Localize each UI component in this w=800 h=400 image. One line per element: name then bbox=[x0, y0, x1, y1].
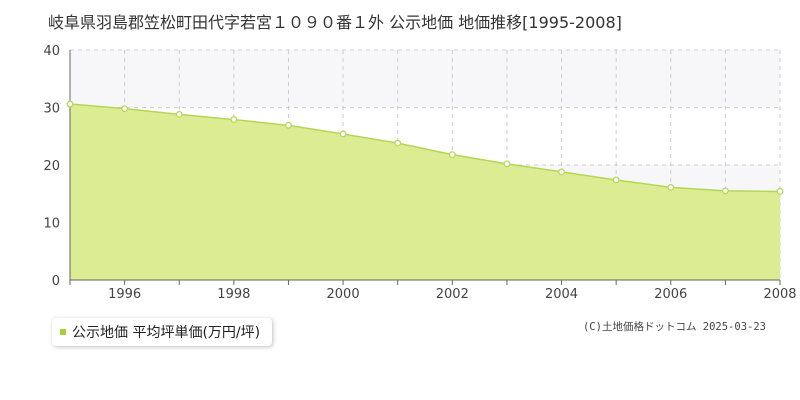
y-tick-label: 30 bbox=[43, 102, 60, 117]
chart-title: 岐阜県羽島郡笠松町田代字若宮１０９０番１外 公示地価 地価推移[1995-200… bbox=[48, 13, 622, 32]
y-tick-label: 20 bbox=[43, 159, 60, 174]
x-tick-label: 2004 bbox=[545, 287, 578, 302]
data-point bbox=[121, 105, 129, 113]
credit-text: (C)土地価格ドットコム 2025-03-23 bbox=[582, 321, 766, 333]
x-tick-label: 2008 bbox=[763, 287, 796, 302]
data-point bbox=[721, 187, 729, 195]
data-point bbox=[285, 121, 292, 129]
data-point bbox=[339, 130, 347, 138]
y-tick-label: 0 bbox=[52, 274, 60, 289]
x-tick-label: 1996 bbox=[108, 287, 141, 302]
data-point bbox=[230, 116, 238, 123]
data-point bbox=[448, 151, 456, 159]
y-tick-label: 40 bbox=[43, 44, 60, 59]
grid-band bbox=[70, 50, 780, 108]
legend-label: 公示地価 平均坪単価(万円/坪) bbox=[72, 325, 261, 341]
legend: 公示地価 平均坪単価(万円/坪) bbox=[52, 318, 273, 346]
data-point bbox=[667, 184, 675, 191]
series-line bbox=[69, 103, 781, 193]
data-point bbox=[612, 176, 620, 184]
y-tick-label: 10 bbox=[43, 217, 60, 232]
data-point bbox=[558, 168, 565, 176]
data-point bbox=[503, 160, 511, 168]
legend-swatch-icon bbox=[60, 329, 66, 335]
data-point bbox=[66, 100, 74, 108]
data-point bbox=[776, 188, 784, 195]
x-tick-label: 2000 bbox=[327, 287, 360, 302]
x-tick-label: 1998 bbox=[217, 287, 250, 302]
area-fill bbox=[70, 104, 780, 280]
x-tick-label: 2002 bbox=[436, 287, 469, 302]
x-tick-label: 2006 bbox=[654, 287, 687, 302]
data-point bbox=[394, 139, 402, 147]
data-point bbox=[175, 110, 183, 118]
